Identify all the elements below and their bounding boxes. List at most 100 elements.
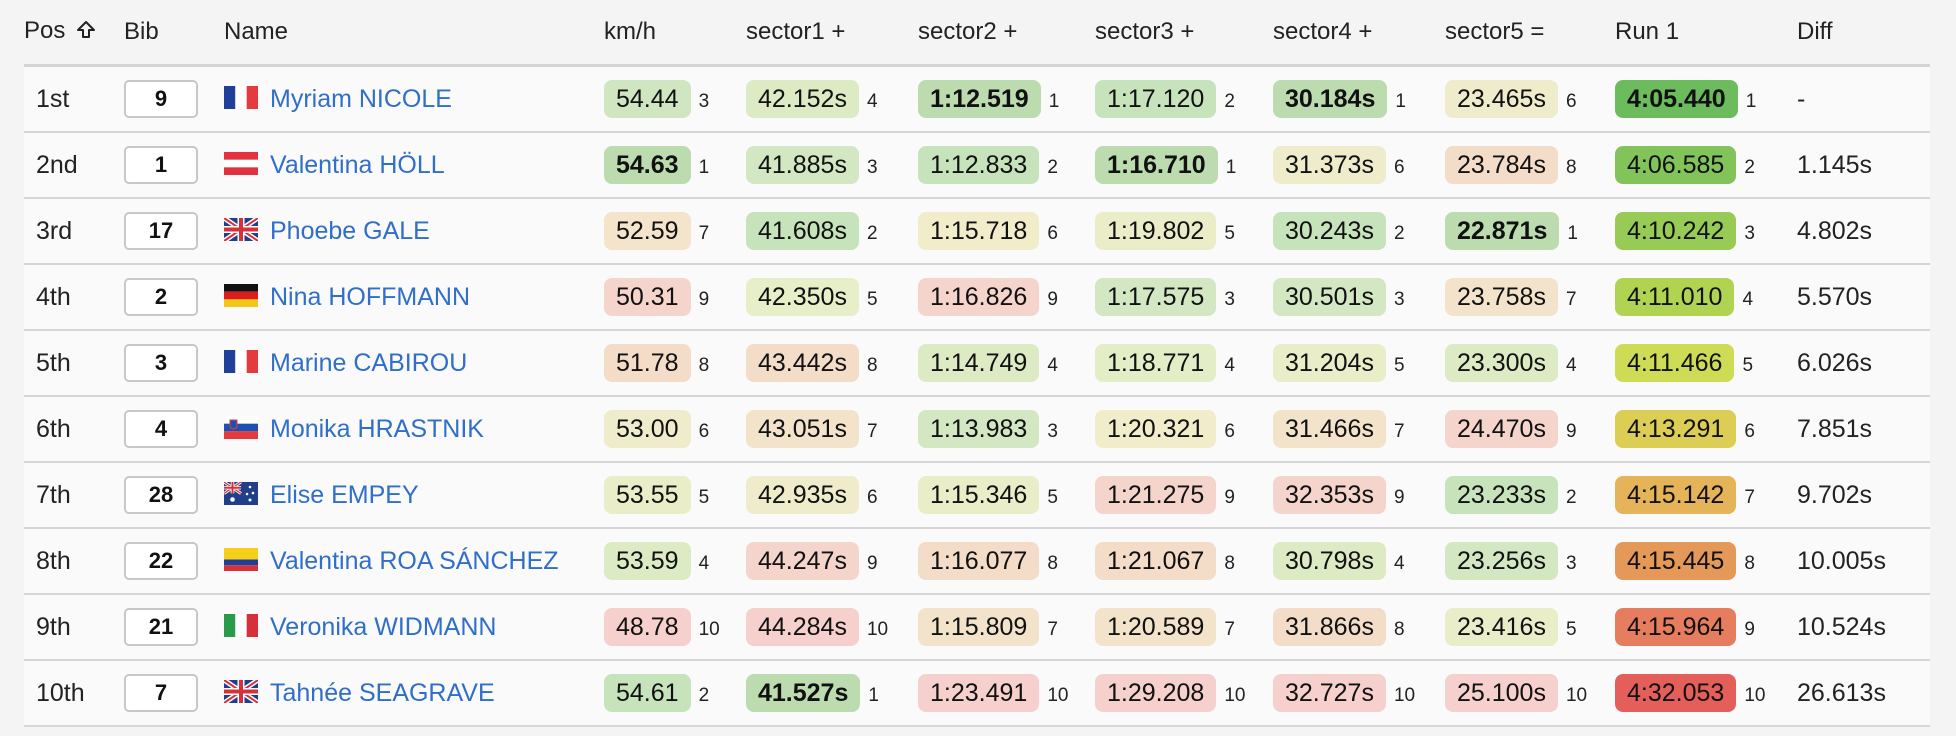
sector2-value: 1:12.519 [918,80,1041,118]
table-row[interactable]: 3rd 17 Phoebe GALE 52.59 7 41.608s 2 1:15.718 6 1… [24,198,1930,265]
sector3-rank: 5 [1224,223,1235,244]
bib-number: 4 [124,410,198,448]
position-label: 10th [36,678,85,707]
speed-value: 48.78 [604,608,691,646]
sector5-cell: 23.416s 5 [1445,594,1615,661]
sector1-value: 42.152s [746,80,859,118]
sector2-value: 1:14.749 [918,344,1040,382]
table-row[interactable]: 9th 21 Veronika WIDMANN 48.78 10 44.284s 10 1:1… [24,594,1930,661]
sector5-rank: 4 [1565,355,1577,376]
sector2-value: 1:13.983 [918,410,1040,448]
sector2-value: 1:15.346 [918,476,1040,514]
run1-cell: 4:13.291 6 [1615,396,1797,463]
name-cell: Tahnée SEAGRAVE [224,660,604,727]
sector1-rank: 6 [866,487,878,508]
diff-value: 10.005s [1797,546,1886,575]
sector4-cell: 30.184s 1 [1273,65,1445,133]
rider-name-link[interactable]: Valentina ROA SÁNCHEZ [270,546,559,575]
sector4-value: 30.798s [1273,542,1386,580]
rider-name-link[interactable]: Elise EMPEY [270,480,419,509]
sector3-value: 1:21.067 [1095,542,1217,580]
sector1-cell: 43.051s 7 [746,396,918,463]
bib-cell: 2 [124,264,224,331]
column-header-sector2[interactable]: sector2 + [918,0,1095,67]
speed-cell: 48.78 10 [604,594,746,661]
run1-rank: 8 [1744,553,1755,574]
run1-cell: 4:15.142 7 [1615,462,1797,529]
sector5-cell: 23.233s 2 [1445,462,1615,529]
position-cell: 2nd [24,132,124,199]
table-row[interactable]: 1st 9 Myriam NICOLE 54.44 3 42.152s 4 1:12.519 1… [24,65,1930,133]
rider-name-link[interactable]: Phoebe GALE [270,216,430,245]
run1-cell: 4:11.466 5 [1615,330,1797,397]
flag-aus-icon [224,481,258,505]
column-header-sector4[interactable]: sector4 + [1273,0,1445,67]
sector1-rank: 1 [868,685,879,706]
rider-name-link[interactable]: Veronika WIDMANN [270,612,497,641]
table-row[interactable]: 8th 22 Valentina ROA SÁNCHEZ 53.59 4 44.247s 9… [24,528,1930,595]
sector2-value: 1:16.826 [918,278,1040,316]
column-header-bib[interactable]: Bib [124,0,224,67]
diff-value: 26.613s [1797,678,1886,707]
sector2-rank: 4 [1047,355,1058,376]
sector3-rank: 1 [1225,157,1237,178]
speed-value: 54.44 [604,80,691,118]
speed-rank: 9 [698,289,710,310]
rider-name-link[interactable]: Tahnée SEAGRAVE [270,678,495,707]
bib-number: 7 [124,674,198,712]
table-row[interactable]: 10th 7 Tahnée SEAGRAVE 54.61 2 41.527s 1 1:23.4… [24,660,1930,727]
sector4-value: 30.501s [1273,278,1386,316]
position-label: 9th [36,612,71,641]
name-cell: Veronika WIDMANN [224,594,604,661]
sector5-value: 23.758s [1445,278,1558,316]
sector5-rank: 6 [1565,91,1577,112]
sector2-cell: 1:12.519 1 [918,65,1095,133]
name-cell: Marine CABIROU [224,330,604,397]
sector3-cell: 1:18.771 4 [1095,330,1273,397]
sector4-rank: 4 [1393,553,1405,574]
run1-value: 4:32.053 [1615,674,1737,712]
table-row[interactable]: 7th 28 Elise EMPEY 53.55 5 42.935s 6 1:15.346 5 1… [24,462,1930,529]
column-header-sector1[interactable]: sector1 + [746,0,918,67]
sector5-value: 23.465s [1445,80,1558,118]
column-header-diff[interactable]: Diff [1797,0,1930,67]
sector1-cell: 42.152s 4 [746,65,918,133]
column-header-sector5[interactable]: sector5 = [1445,0,1615,67]
sector4-cell: 30.501s 3 [1273,264,1445,331]
bib-cell: 9 [124,65,224,133]
diff-cell: 7.851s [1797,396,1930,463]
sector1-rank: 3 [866,157,878,178]
name-cell: Phoebe GALE [224,198,604,265]
sector3-cell: 1:17.120 2 [1095,65,1273,133]
column-header-run1[interactable]: Run 1 [1615,0,1797,67]
sector1-cell: 42.350s 5 [746,264,918,331]
rider-name-link[interactable]: Valentina HÖLL [270,150,445,179]
run1-rank: 3 [1744,223,1755,244]
speed-cell: 53.59 4 [604,528,746,595]
table-row[interactable]: 6th 4 Monika HRASTNIK 53.00 6 43.051s 7 1:13.98… [24,396,1930,463]
sector2-rank: 6 [1047,223,1058,244]
table-row[interactable]: 4th 2 Nina HOFFMANN 50.31 9 42.350s 5 1:16.826 9… [24,264,1930,331]
bib-number: 1 [124,146,198,184]
rider-name-link[interactable]: Monika HRASTNIK [270,414,484,443]
rider-name-link[interactable]: Nina HOFFMANN [270,282,471,311]
sector5-value: 22.871s [1445,212,1560,250]
rider-name-link[interactable]: Marine CABIROU [270,348,468,377]
column-header-sector3[interactable]: sector3 + [1095,0,1273,67]
table-row[interactable]: 5th 3 Marine CABIROU 51.78 8 43.442s 8 1:14.749… [24,330,1930,397]
flag-col-icon [224,547,258,571]
sector5-rank: 1 [1567,223,1578,244]
column-header-speed[interactable]: km/h [604,0,746,67]
sector4-cell: 31.466s 7 [1273,396,1445,463]
speed-rank: 5 [698,487,710,508]
sector5-cell: 23.300s 4 [1445,330,1615,397]
column-header-name[interactable]: Name [224,0,604,67]
table-row[interactable]: 2nd 1 Valentina HÖLL 54.63 1 41.885s 3 1:12.833… [24,132,1930,199]
column-header-pos[interactable]: Pos [24,0,124,67]
diff-cell: 10.005s [1797,528,1930,595]
rider-name-link[interactable]: Myriam NICOLE [270,84,452,113]
run1-value: 4:11.010 [1615,278,1735,316]
sector2-rank: 1 [1048,91,1060,112]
sector1-rank: 10 [866,619,889,640]
